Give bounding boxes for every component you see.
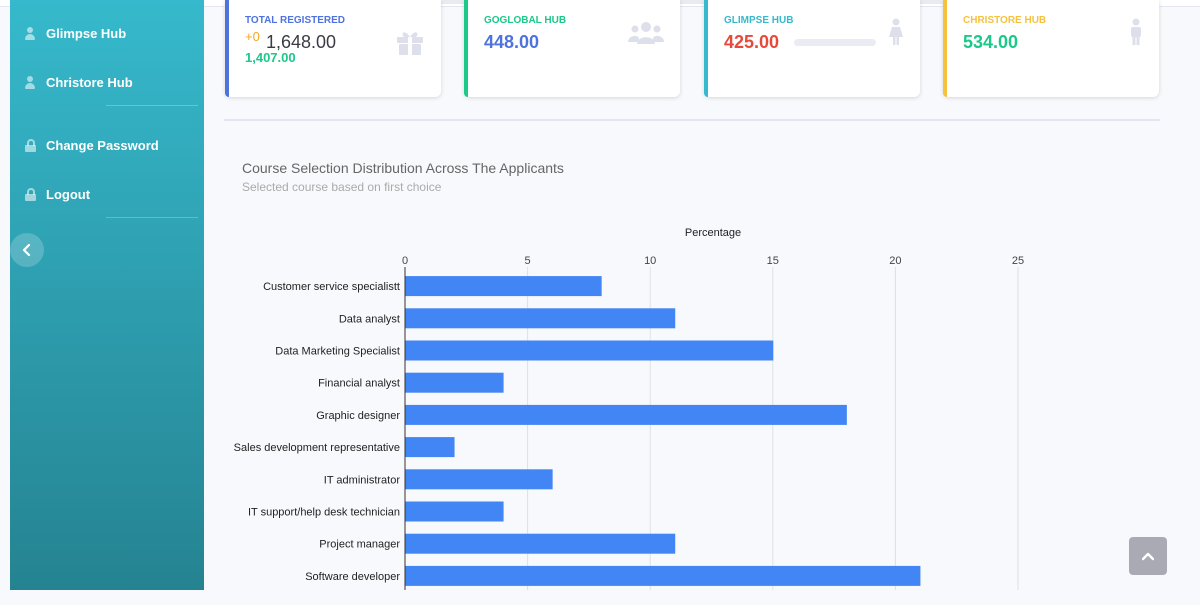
card-delta: +0 <box>245 29 260 44</box>
sidebar-item-glimpse-hub[interactable]: Glimpse Hub <box>24 26 126 41</box>
sidebar-item-logout[interactable]: Logout <box>24 187 90 202</box>
section-divider <box>224 119 1160 121</box>
bar[interactable] <box>405 501 504 522</box>
category-label: Project manager <box>319 539 400 551</box>
course-distribution-chart: Percentage 0 5 10 15 20 25 Customer service s… <box>234 227 1024 590</box>
card-accent-bar <box>704 0 708 97</box>
card-total-registered: TOTAL REGISTERED +0 1,648.00 1,407.00 <box>225 0 441 97</box>
card-accent-bar <box>225 0 229 97</box>
bar[interactable] <box>405 533 676 554</box>
male-icon <box>1131 18 1141 45</box>
bar[interactable] <box>405 437 455 458</box>
category-label: Software developer <box>305 571 400 583</box>
card-label: GLIMPSE HUB <box>724 15 794 26</box>
x-tick-label: 20 <box>889 255 901 267</box>
bar[interactable] <box>405 565 921 586</box>
x-tick-label: 15 <box>767 255 779 267</box>
category-label: Data analyst <box>339 313 400 325</box>
chart-subtitle: Selected course based on first choice <box>242 180 442 194</box>
card-value: 1,648.00 <box>266 32 337 52</box>
users-icon <box>628 22 664 44</box>
chart-title: Course Selection Distribution Across The… <box>242 160 564 176</box>
scroll-to-top-button[interactable] <box>1129 537 1167 575</box>
user-icon <box>24 27 36 40</box>
top-scroll-track <box>260 0 1130 4</box>
sidebar: Glimpse Hub Christore Hub Change Passwor… <box>10 0 204 590</box>
bar[interactable] <box>405 308 676 329</box>
category-label: Data Marketing Specialist <box>275 346 400 358</box>
chevron-left-icon <box>22 244 31 256</box>
card-label: GOGLOBAL HUB <box>484 15 567 26</box>
card-goglobal-hub: GOGLOBAL HUB 448.00 <box>464 0 680 97</box>
card-label: TOTAL REGISTERED <box>245 15 346 26</box>
gift-icon <box>397 32 423 55</box>
category-label: Graphic designer <box>316 410 400 422</box>
card-glimpse-hub: GLIMPSE HUB 425.00 <box>704 0 920 97</box>
progress-track <box>794 39 876 46</box>
category-label: Sales development representative <box>234 442 400 454</box>
bar[interactable] <box>405 469 553 490</box>
female-icon <box>889 18 903 45</box>
sidebar-toggle-button[interactable] <box>10 233 44 267</box>
chart-bars <box>405 276 921 586</box>
card-sub-value: 1,407.00 <box>245 50 296 65</box>
lock-icon <box>24 139 36 152</box>
sidebar-item-label: Glimpse Hub <box>46 26 127 41</box>
bar[interactable] <box>405 404 847 425</box>
x-axis-ticks: 0 5 10 15 20 25 <box>402 255 1024 267</box>
sidebar-item-change-password[interactable]: Change Password <box>24 138 159 153</box>
category-label: IT administrator <box>324 474 401 486</box>
card-accent-bar <box>943 0 947 97</box>
sidebar-item-label: Change Password <box>46 138 159 153</box>
card-value: 425.00 <box>724 32 780 52</box>
bar[interactable] <box>405 372 504 393</box>
x-tick-label: 25 <box>1012 255 1024 267</box>
card-value: 534.00 <box>963 32 1019 52</box>
category-label: IT support/help desk technician <box>248 507 400 519</box>
category-label: Customer service specialistt <box>263 281 400 293</box>
sidebar-item-label: Christore Hub <box>46 75 133 90</box>
x-tick-label: 5 <box>525 255 531 267</box>
card-value: 448.00 <box>484 32 540 52</box>
sidebar-item-label: Logout <box>46 187 91 202</box>
x-axis-title: Percentage <box>685 227 741 239</box>
y-axis-labels: Customer service specialistt Data analyst… <box>234 281 401 583</box>
x-tick-label: 10 <box>644 255 656 267</box>
card-label: CHRISTORE HUB <box>963 15 1047 26</box>
user-icon <box>24 76 36 89</box>
x-tick-label: 0 <box>402 255 408 267</box>
card-accent-bar <box>464 0 468 97</box>
card-christore-hub: CHRISTORE HUB 534.00 <box>943 0 1159 97</box>
chevron-up-icon <box>1142 552 1154 561</box>
lock-icon <box>24 188 36 201</box>
sidebar-divider <box>106 217 198 218</box>
category-label: Financial analyst <box>318 378 400 390</box>
sidebar-item-christore-hub[interactable]: Christore Hub <box>24 75 133 90</box>
bar[interactable] <box>405 276 602 297</box>
bar[interactable] <box>405 340 774 361</box>
sidebar-divider <box>106 105 198 106</box>
